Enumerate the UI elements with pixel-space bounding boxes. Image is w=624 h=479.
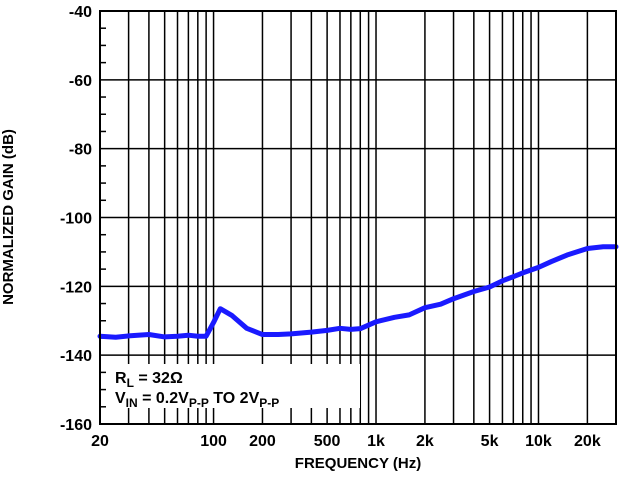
- x-tick-labels: 20 100 200 500 1k 2k 5k 10k 20k: [91, 433, 601, 450]
- series-line: [97, 244, 619, 340]
- x-tick-label: 1k: [367, 433, 385, 450]
- y-axis-title: NORMALIZED GAIN (dB): [0, 129, 17, 305]
- y-tick-label: -40: [69, 4, 92, 21]
- y-tick-labels: -40 -60 -80 -100 -120 -140 -160: [60, 4, 92, 434]
- y-tick-label: -120: [60, 279, 92, 296]
- y-tick-label: -160: [60, 417, 92, 434]
- x-tick-label: 20k: [574, 433, 601, 450]
- x-tick-label: 20: [91, 433, 109, 450]
- x-tick-label: 10k: [525, 433, 552, 450]
- annotation-box: [108, 364, 360, 408]
- y-tick-label: -140: [60, 348, 92, 365]
- x-tick-label: 500: [314, 433, 341, 450]
- annotation-input: VIN = 0.2VP-P TO 2VP-P: [115, 390, 279, 410]
- x-axis-title: FREQUENCY (Hz): [295, 455, 421, 472]
- y-tick-label: -60: [69, 73, 92, 90]
- x-tick-label: 5k: [481, 433, 499, 450]
- grid: [100, 11, 616, 424]
- x-tick-label: 200: [249, 433, 276, 450]
- x-tick-label: 2k: [416, 433, 434, 450]
- x-tick-label: 100: [200, 433, 227, 450]
- y-tick-label: -100: [60, 211, 92, 228]
- annotation-load: RL = 32Ω: [115, 370, 183, 390]
- y-tick-label: -80: [69, 142, 92, 159]
- plot-frame: [99, 10, 617, 425]
